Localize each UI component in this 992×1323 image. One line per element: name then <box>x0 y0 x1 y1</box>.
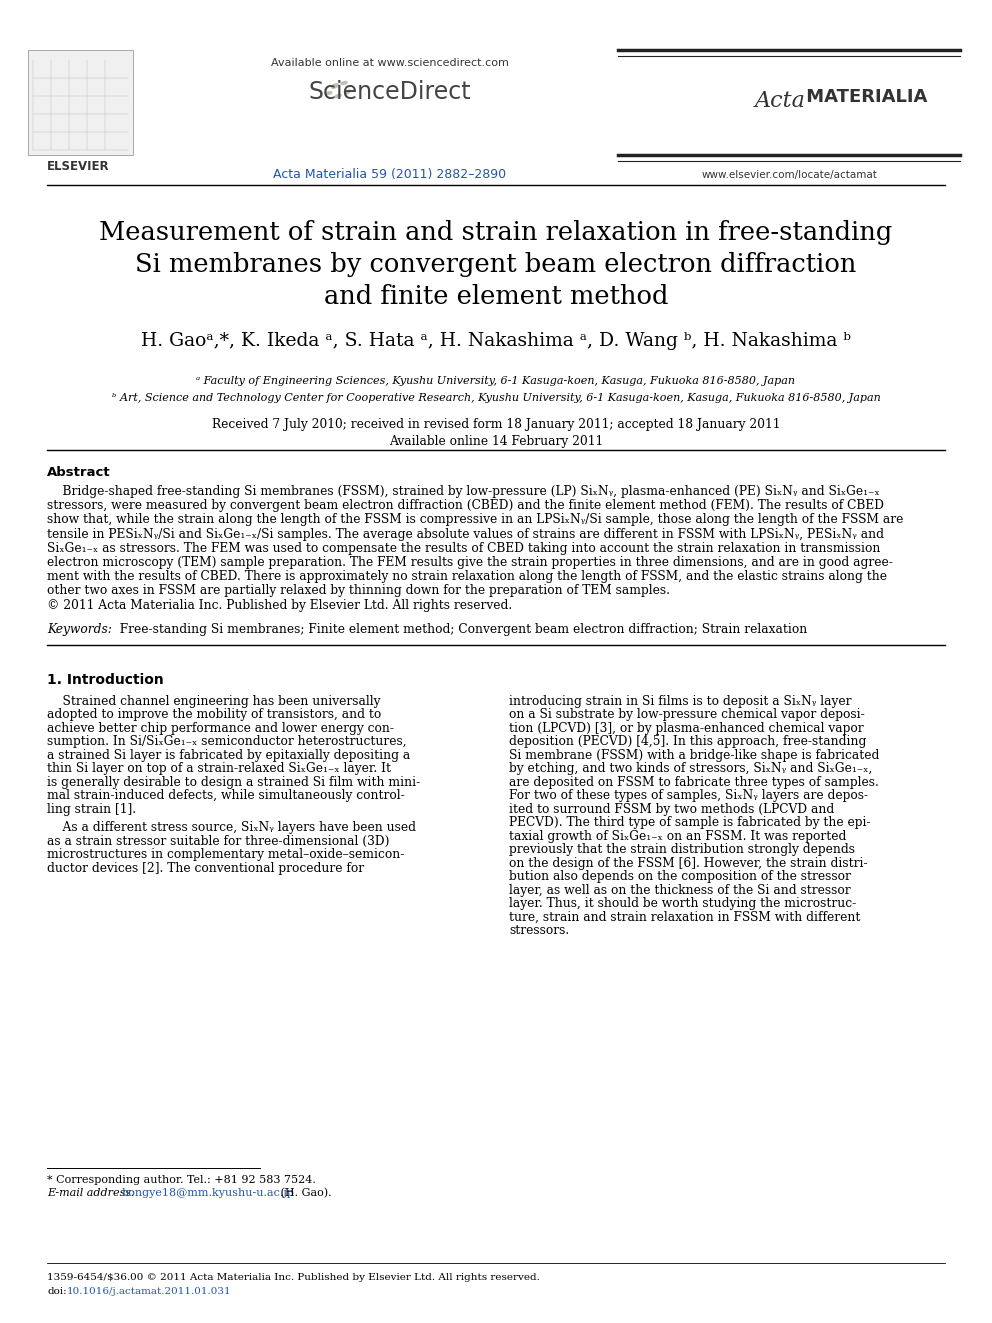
Text: thin Si layer on top of a strain-relaxed SiₓGe₁₋ₓ layer. It: thin Si layer on top of a strain-relaxed… <box>47 762 391 775</box>
Ellipse shape <box>330 83 339 89</box>
Text: doi:: doi: <box>47 1287 66 1297</box>
Text: Strained channel engineering has been universally: Strained channel engineering has been un… <box>47 695 381 708</box>
Text: tensile in PESiₓNᵧ/Si and SiₓGe₁₋ₓ/Si samples. The average absolute values of st: tensile in PESiₓNᵧ/Si and SiₓGe₁₋ₓ/Si sa… <box>47 528 884 541</box>
Text: MATERIALIA: MATERIALIA <box>800 89 928 106</box>
Text: show that, while the strain along the length of the FSSM is compressive in an LP: show that, while the strain along the le… <box>47 513 904 527</box>
Text: Received 7 July 2010; received in revised form 18 January 2011; accepted 18 Janu: Received 7 July 2010; received in revise… <box>211 418 781 431</box>
Ellipse shape <box>340 81 348 85</box>
Text: Bridge-shaped free-standing Si membranes (FSSM), strained by low-pressure (LP) S: Bridge-shaped free-standing Si membranes… <box>47 486 880 497</box>
Text: Measurement of strain and strain relaxation in free-standing: Measurement of strain and strain relaxat… <box>99 220 893 245</box>
Text: tion (LPCVD) [3], or by plasma-enhanced chemical vapor: tion (LPCVD) [3], or by plasma-enhanced … <box>509 722 864 734</box>
Text: Acta Materialia 59 (2011) 2882–2890: Acta Materialia 59 (2011) 2882–2890 <box>274 168 507 181</box>
Text: is generally desirable to design a strained Si film with mini-: is generally desirable to design a strai… <box>47 775 421 789</box>
Text: ited to surround FSSM by two methods (LPCVD and: ited to surround FSSM by two methods (LP… <box>509 803 834 816</box>
Text: H. Gaoᵃ,*, K. Ikeda ᵃ, S. Hata ᵃ, H. Nakashima ᵃ, D. Wang ᵇ, H. Nakashima ᵇ: H. Gaoᵃ,*, K. Ikeda ᵃ, S. Hata ᵃ, H. Nak… <box>141 332 851 351</box>
Text: layer. Thus, it should be worth studying the microstruc-: layer. Thus, it should be worth studying… <box>509 897 856 910</box>
Text: Si membrane (FSSM) with a bridge-like shape is fabricated: Si membrane (FSSM) with a bridge-like sh… <box>509 749 879 762</box>
Text: ELSEVIER: ELSEVIER <box>47 160 109 173</box>
Text: ture, strain and strain relaxation in FSSM with different: ture, strain and strain relaxation in FS… <box>509 910 860 923</box>
Text: 10.1016/j.actamat.2011.01.031: 10.1016/j.actamat.2011.01.031 <box>67 1287 231 1297</box>
Text: and finite element method: and finite element method <box>323 284 669 310</box>
Text: Free-standing Si membranes; Finite element method; Convergent beam electron diff: Free-standing Si membranes; Finite eleme… <box>112 623 807 636</box>
Ellipse shape <box>325 91 332 95</box>
Text: 1. Introduction: 1. Introduction <box>47 673 164 687</box>
Text: Si membranes by convergent beam electron diffraction: Si membranes by convergent beam electron… <box>135 251 857 277</box>
Text: SiₓGe₁₋ₓ as stressors. The FEM was used to compensate the results of CBED taking: SiₓGe₁₋ₓ as stressors. The FEM was used … <box>47 542 880 554</box>
Text: Available online at www.sciencedirect.com: Available online at www.sciencedirect.co… <box>271 58 509 67</box>
Text: ᵃ Faculty of Engineering Sciences, Kyushu University, 6-1 Kasuga-koen, Kasuga, F: ᵃ Faculty of Engineering Sciences, Kyush… <box>196 376 796 386</box>
Text: microstructures in complementary metal–oxide–semicon-: microstructures in complementary metal–o… <box>47 848 405 861</box>
Text: For two of these types of samples, SiₓNᵧ layers are depos-: For two of these types of samples, SiₓNᵧ… <box>509 790 868 802</box>
Text: Acta: Acta <box>755 90 806 112</box>
Text: mal strain-induced defects, while simultaneously control-: mal strain-induced defects, while simult… <box>47 790 405 802</box>
Ellipse shape <box>334 94 342 98</box>
Text: As a different stress source, SiₓNᵧ layers have been used: As a different stress source, SiₓNᵧ laye… <box>47 822 416 835</box>
Text: hongye18@mm.kyushu-u.ac.jp: hongye18@mm.kyushu-u.ac.jp <box>122 1188 295 1199</box>
Text: ScienceDirect: ScienceDirect <box>309 79 471 105</box>
Text: a strained Si layer is fabricated by epitaxially depositing a: a strained Si layer is fabricated by epi… <box>47 749 411 762</box>
Bar <box>28 50 133 155</box>
Ellipse shape <box>345 90 351 94</box>
Text: sumption. In Si/SiₓGe₁₋ₓ semiconductor heterostructures,: sumption. In Si/SiₓGe₁₋ₓ semiconductor h… <box>47 736 407 749</box>
Text: on the design of the FSSM [6]. However, the strain distri-: on the design of the FSSM [6]. However, … <box>509 857 868 869</box>
Text: * Corresponding author. Tel.: +81 92 583 7524.: * Corresponding author. Tel.: +81 92 583… <box>47 1175 315 1185</box>
Text: © 2011 Acta Materialia Inc. Published by Elsevier Ltd. All rights reserved.: © 2011 Acta Materialia Inc. Published by… <box>47 598 512 611</box>
Text: E-mail address:: E-mail address: <box>47 1188 138 1199</box>
Text: stressors.: stressors. <box>509 925 569 937</box>
Text: electron microscopy (TEM) sample preparation. The FEM results give the strain pr: electron microscopy (TEM) sample prepara… <box>47 556 893 569</box>
Text: taxial growth of SiₓGe₁₋ₓ on an FSSM. It was reported: taxial growth of SiₓGe₁₋ₓ on an FSSM. It… <box>509 830 846 843</box>
Text: ling strain [1].: ling strain [1]. <box>47 803 136 816</box>
Text: (H. Gao).: (H. Gao). <box>277 1188 331 1199</box>
Text: ment with the results of CBED. There is approximately no strain relaxation along: ment with the results of CBED. There is … <box>47 570 887 583</box>
Text: on a Si substrate by low-pressure chemical vapor deposi-: on a Si substrate by low-pressure chemic… <box>509 708 865 721</box>
Text: are deposited on FSSM to fabricate three types of samples.: are deposited on FSSM to fabricate three… <box>509 775 879 789</box>
Text: achieve better chip performance and lower energy con-: achieve better chip performance and lowe… <box>47 722 394 734</box>
Text: stressors, were measured by convergent beam electron diffraction (CBED) and the : stressors, were measured by convergent b… <box>47 499 884 512</box>
Text: ductor devices [2]. The conventional procedure for: ductor devices [2]. The conventional pro… <box>47 861 364 875</box>
Text: www.elsevier.com/locate/actamat: www.elsevier.com/locate/actamat <box>701 169 877 180</box>
Text: Abstract: Abstract <box>47 466 111 479</box>
Text: by etching, and two kinds of stressors, SiₓNᵧ and SiₓGe₁₋ₓ,: by etching, and two kinds of stressors, … <box>509 762 872 775</box>
Text: Available online 14 February 2011: Available online 14 February 2011 <box>389 435 603 448</box>
Text: introducing strain in Si films is to deposit a SiₓNᵧ layer: introducing strain in Si films is to dep… <box>509 695 851 708</box>
Text: as a strain stressor suitable for three-dimensional (3D): as a strain stressor suitable for three-… <box>47 835 390 848</box>
Text: Keywords:: Keywords: <box>47 623 112 636</box>
Text: other two axes in FSSM are partially relaxed by thinning down for the preparatio: other two axes in FSSM are partially rel… <box>47 585 670 598</box>
Text: 1359-6454/$36.00 © 2011 Acta Materialia Inc. Published by Elsevier Ltd. All righ: 1359-6454/$36.00 © 2011 Acta Materialia … <box>47 1273 540 1282</box>
Text: PECVD). The third type of sample is fabricated by the epi-: PECVD). The third type of sample is fabr… <box>509 816 871 830</box>
Text: layer, as well as on the thickness of the Si and stressor: layer, as well as on the thickness of th… <box>509 884 850 897</box>
Text: deposition (PECVD) [4,5]. In this approach, free-standing: deposition (PECVD) [4,5]. In this approa… <box>509 736 866 749</box>
Text: previously that the strain distribution strongly depends: previously that the strain distribution … <box>509 843 855 856</box>
Text: bution also depends on the composition of the stressor: bution also depends on the composition o… <box>509 871 851 884</box>
Text: ᵇ Art, Science and Technology Center for Cooperative Research, Kyushu University: ᵇ Art, Science and Technology Center for… <box>112 393 880 404</box>
Text: adopted to improve the mobility of transistors, and to: adopted to improve the mobility of trans… <box>47 708 381 721</box>
